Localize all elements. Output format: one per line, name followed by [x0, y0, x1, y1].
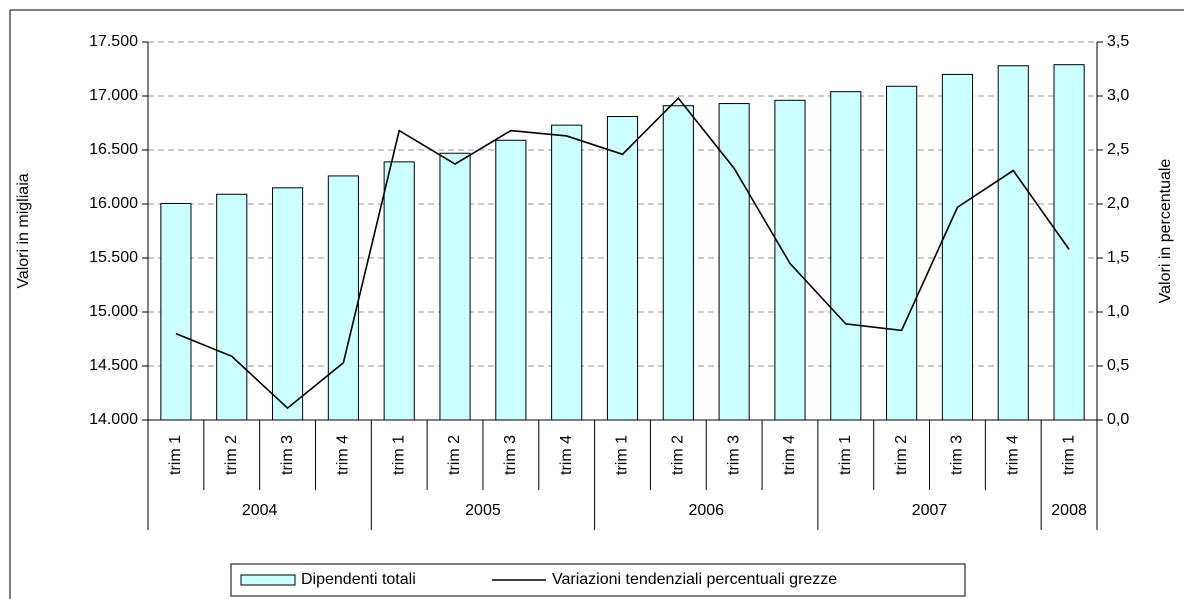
- group-label: 2004: [242, 502, 278, 519]
- y2-tick-label: 3,0: [1107, 87, 1129, 104]
- x-tick-label: trim 4: [1004, 435, 1021, 475]
- y-tick-label: 17.000: [89, 87, 138, 104]
- y-tick-label: 17.500: [89, 33, 138, 50]
- group-label: 2006: [688, 502, 724, 519]
- x-tick-label: trim 1: [390, 435, 407, 475]
- bar: [383, 161, 415, 421]
- legend-label: Variazioni tendenziali percentuali grezz…: [552, 571, 837, 588]
- chart-frame: [9, 9, 1184, 599]
- y2-tick-label: 1,0: [1107, 303, 1129, 320]
- y-axis-title: Valori in migliaia: [15, 173, 32, 288]
- x-tick-label: trim 1: [614, 435, 631, 475]
- y-tick-label: 16.000: [89, 195, 138, 212]
- bar: [886, 85, 918, 421]
- bar: [1053, 64, 1085, 421]
- line-series: [175, 96, 1070, 410]
- x-tick-label: trim 3: [725, 435, 742, 475]
- x-tick-label: trim 1: [167, 435, 184, 475]
- legend-label: Dipendenti totali: [301, 571, 416, 588]
- bar: [216, 193, 248, 421]
- x-tick-label: trim 4: [335, 435, 352, 475]
- bar: [606, 116, 639, 421]
- x-tick-label: trim 4: [558, 435, 575, 475]
- bar: [271, 187, 304, 421]
- x-tick-label: trim 1: [1060, 435, 1077, 475]
- x-tick-label: trim 2: [670, 435, 687, 475]
- x-tick-label: trim 2: [893, 435, 910, 475]
- bar: [941, 73, 974, 421]
- bar: [830, 91, 862, 421]
- x-tick-label: trim 2: [223, 435, 240, 475]
- bar: [160, 202, 192, 421]
- group-label: 2007: [912, 502, 948, 519]
- x-tick-label: trim 3: [502, 435, 519, 475]
- y2-axis-title: Valori in percentuale: [1157, 159, 1174, 304]
- x-tick-label: trim 4: [781, 435, 798, 475]
- group-label: 2008: [1051, 502, 1087, 519]
- x-tick-label: trim 3: [949, 435, 966, 475]
- bar: [997, 65, 1029, 421]
- bar: [439, 152, 471, 421]
- legend-box: [230, 563, 966, 597]
- bar: [774, 99, 806, 421]
- bar: [551, 124, 583, 421]
- legend-swatch: [240, 574, 296, 586]
- y2-tick-label: 2,5: [1107, 141, 1129, 158]
- y-tick-label: 15.000: [89, 303, 138, 320]
- x-tick-label: trim 3: [279, 435, 296, 475]
- bar: [662, 105, 694, 421]
- group-label: 2005: [465, 502, 501, 519]
- y-tick-label: 14.500: [89, 357, 138, 374]
- bar: [718, 103, 750, 421]
- y-tick-label: 14.000: [89, 411, 138, 428]
- y2-tick-label: 2,0: [1107, 195, 1129, 212]
- y2-tick-label: 0,5: [1107, 357, 1129, 374]
- y2-tick-label: 1,5: [1107, 249, 1129, 266]
- bar: [327, 175, 359, 421]
- bar: [495, 139, 527, 421]
- y-tick-label: 15.500: [89, 249, 138, 266]
- y2-tick-label: 3,5: [1107, 33, 1129, 50]
- y-tick-label: 16.500: [89, 141, 138, 158]
- y2-tick-label: 0,0: [1107, 411, 1129, 428]
- x-tick-label: trim 1: [837, 435, 854, 475]
- x-tick-label: trim 2: [446, 435, 463, 475]
